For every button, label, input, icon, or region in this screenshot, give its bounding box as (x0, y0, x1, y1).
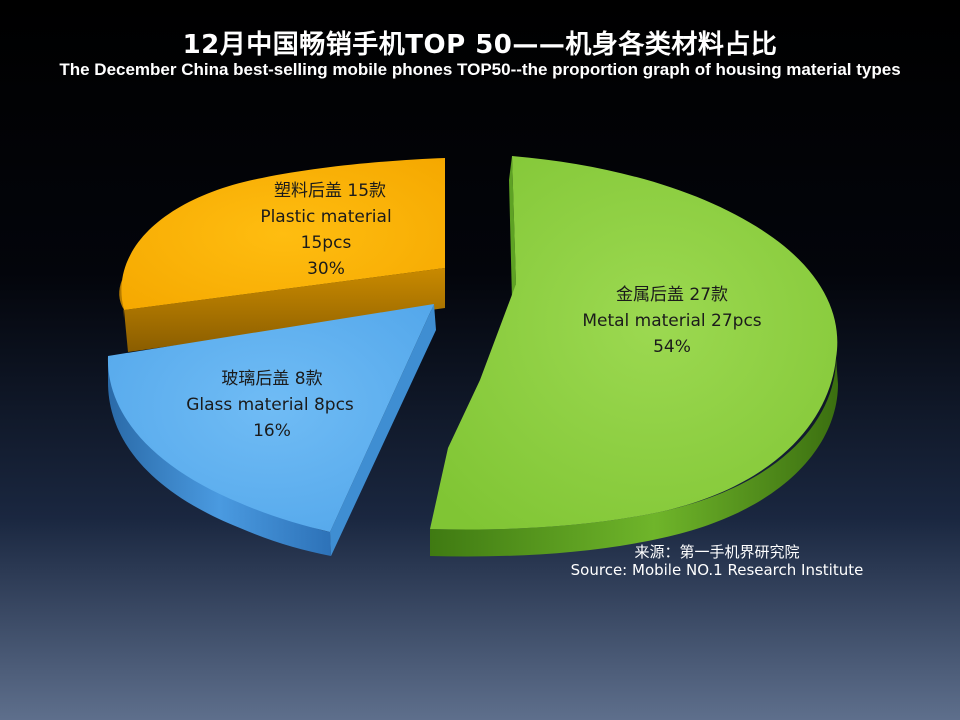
source-label-cn: 来源：第一手机界研究院 (634, 543, 800, 561)
plastic-slice-top (121, 158, 445, 310)
glass-label-en: Glass material 8pcs (186, 395, 354, 415)
metal-label-percent: 54% (653, 337, 691, 357)
metal-slice-front (509, 156, 516, 300)
pie-slice-metal (430, 156, 838, 557)
chart-title: 12月中国畅销手机TOP 50——机身各类材料占比 (182, 30, 778, 60)
glass-slice-top (107, 304, 434, 532)
pie-slice-plastic (119, 158, 445, 352)
plastic-label-count: 15pcs (301, 233, 352, 253)
glass-slice-side (108, 356, 331, 556)
plastic-slice-side (119, 280, 124, 318)
metal-label-en: Metal material 27pcs (582, 311, 761, 331)
glass-label-cn: 玻璃后盖 8款 (221, 369, 322, 389)
chart-subtitle: The December China best-selling mobile p… (59, 60, 901, 79)
plastic-label-percent: 30% (307, 259, 345, 279)
metal-slice-top (430, 156, 838, 530)
source-label-en: Source: Mobile NO.1 Research Institute (570, 561, 864, 579)
pie-slice-glass (107, 304, 436, 556)
glass-label-percent: 16% (253, 421, 291, 441)
plastic-label-cn: 塑料后盖 15款 (274, 181, 386, 201)
metal-label-cn: 金属后盖 27款 (616, 285, 728, 305)
plastic-slice-front (124, 268, 445, 352)
metal-slice-side (430, 358, 838, 557)
glass-slice-front (330, 304, 436, 556)
plastic-label-en: Plastic material (260, 207, 391, 227)
